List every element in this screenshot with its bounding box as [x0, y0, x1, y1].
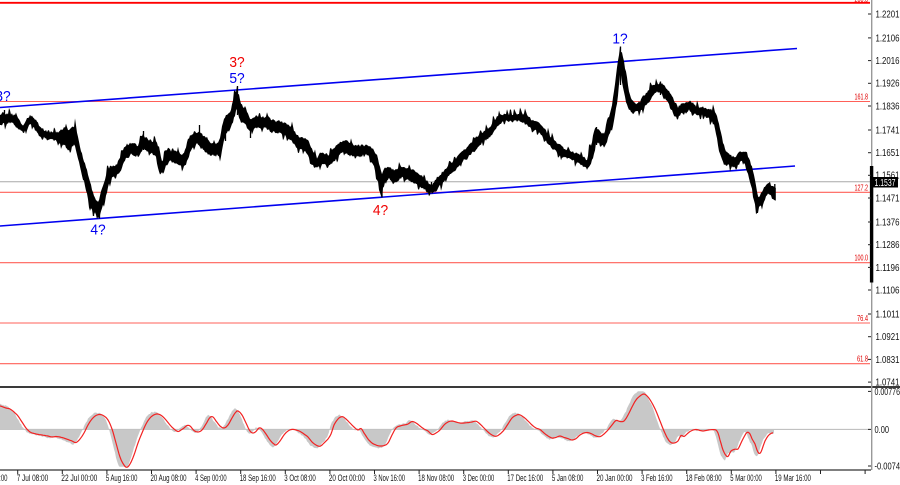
svg-text:1.1196: 1.1196 [876, 263, 900, 274]
svg-text:1.1651: 1.1651 [876, 148, 900, 159]
svg-text:18 Nov 08:00: 18 Nov 08:00 [418, 473, 454, 483]
svg-text:3 Dec 00:00: 3 Dec 00:00 [463, 473, 495, 483]
svg-text:18 Sep 16:00: 18 Sep 16:00 [240, 473, 276, 483]
svg-text:4?: 4? [90, 222, 105, 239]
svg-text:1.0741: 1.0741 [876, 378, 900, 389]
svg-text:4?: 4? [373, 202, 388, 219]
svg-text:1.0921: 1.0921 [876, 332, 900, 343]
svg-text:1.1537: 1.1537 [875, 178, 896, 189]
svg-text:20 Oct 00:00: 20 Oct 00:00 [329, 473, 365, 483]
svg-text:1.1286: 1.1286 [876, 240, 900, 251]
svg-text:3?: 3? [229, 54, 244, 71]
svg-text:100.0: 100.0 [855, 254, 869, 263]
svg-text:22 Jul 00:00: 22 Jul 00:00 [61, 473, 97, 483]
svg-text:200.0: 200.0 [855, 0, 869, 4]
svg-text:0.00: 0.00 [875, 425, 890, 436]
svg-text:1.0831: 1.0831 [876, 355, 900, 366]
svg-text:1.2016: 1.2016 [876, 56, 900, 67]
svg-text:16:00: 16:00 [0, 473, 8, 483]
svg-text:17 Dec 16:00: 17 Dec 16:00 [507, 473, 543, 483]
svg-text:-0.0074: -0.0074 [875, 461, 900, 472]
svg-text:20 Jan 00:00: 20 Jan 00:00 [597, 473, 633, 483]
svg-text:1?: 1? [612, 30, 627, 47]
svg-text:3?: 3? [0, 88, 11, 105]
svg-text:1.1471: 1.1471 [876, 193, 900, 204]
svg-text:5 Mar 00:00: 5 Mar 00:00 [730, 473, 762, 483]
svg-text:1.1376: 1.1376 [876, 217, 900, 228]
svg-text:161.8: 161.8 [855, 93, 869, 102]
svg-text:1.2106: 1.2106 [876, 33, 900, 44]
svg-text:18 Feb 08:00: 18 Feb 08:00 [686, 473, 722, 483]
svg-text:1.1836: 1.1836 [876, 101, 900, 112]
svg-text:76.4: 76.4 [857, 314, 868, 323]
svg-text:3 Oct 08:00: 3 Oct 08:00 [284, 473, 316, 483]
svg-text:0.00776: 0.00776 [875, 387, 900, 398]
svg-text:1.1106: 1.1106 [876, 285, 900, 296]
svg-text:4 Sep 00:00: 4 Sep 00:00 [195, 473, 227, 483]
svg-text:3 Nov 16:00: 3 Nov 16:00 [374, 473, 406, 483]
svg-text:1.1741: 1.1741 [876, 125, 900, 136]
svg-text:1.2201: 1.2201 [876, 9, 900, 20]
svg-text:127.2: 127.2 [855, 183, 869, 192]
svg-text:5?: 5? [229, 70, 244, 87]
svg-text:1.1926: 1.1926 [876, 79, 900, 90]
svg-text:1.1561: 1.1561 [876, 171, 900, 182]
svg-text:7 Jul 08:00: 7 Jul 08:00 [17, 473, 49, 483]
svg-text:5 Aug 16:00: 5 Aug 16:00 [106, 473, 137, 483]
svg-text:20 Aug 08:00: 20 Aug 08:00 [151, 473, 187, 483]
svg-text:19 Mar 16:00: 19 Mar 16:00 [775, 473, 811, 483]
svg-text:3 Feb 16:00: 3 Feb 16:00 [641, 473, 673, 483]
svg-text:1.1011: 1.1011 [876, 309, 900, 320]
svg-text:5 Jan 08:00: 5 Jan 08:00 [552, 473, 584, 483]
svg-text:61.8: 61.8 [857, 355, 868, 364]
